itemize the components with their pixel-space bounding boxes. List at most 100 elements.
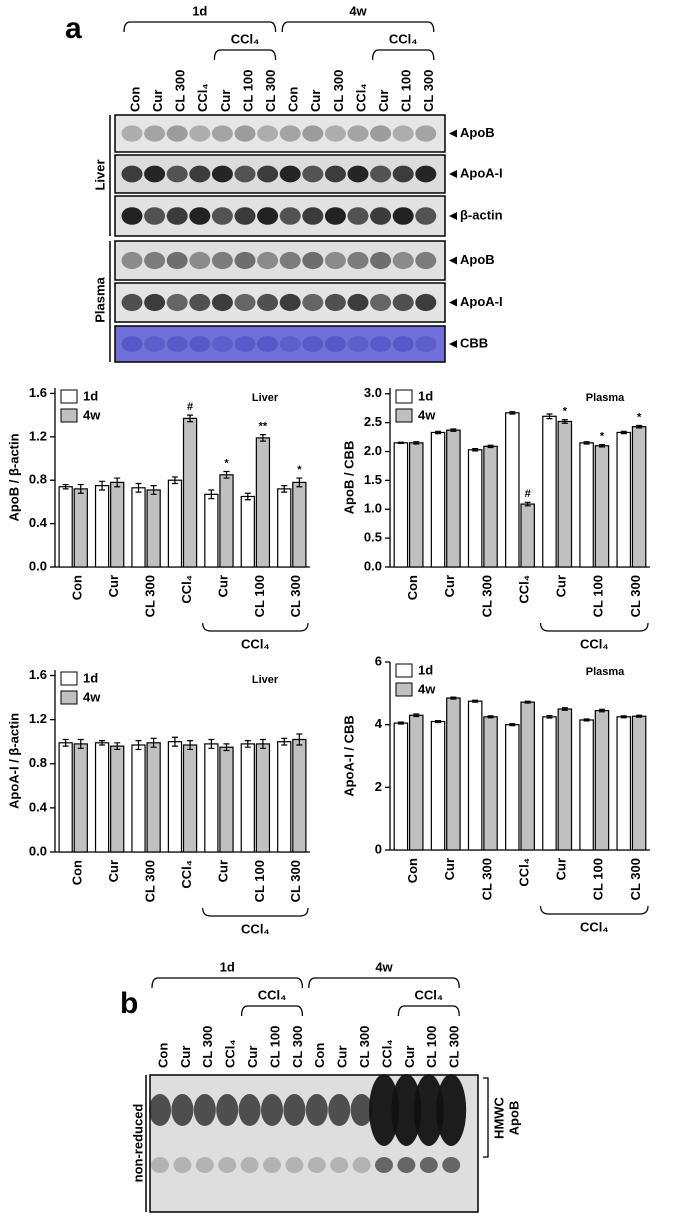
band: [193, 1094, 216, 1126]
error-bar: [450, 696, 457, 700]
lane-label: Cur: [245, 1046, 260, 1068]
band: [369, 1074, 399, 1146]
lane-label: CCl₄: [223, 1039, 238, 1068]
significance-label: **: [259, 421, 268, 433]
band: [347, 251, 369, 270]
band: [144, 125, 166, 142]
y-tick-label: 6: [375, 653, 382, 668]
y-axis-label: ApoB / CBB: [341, 441, 356, 515]
bar: [557, 420, 573, 568]
band: [216, 1094, 239, 1126]
band: [392, 207, 414, 225]
band: [144, 336, 166, 352]
band: [211, 293, 233, 312]
band: [166, 251, 188, 270]
group-label: CCl₄: [580, 636, 609, 651]
bar: [277, 488, 292, 568]
bar: [594, 709, 610, 851]
x-tick-label: Con: [405, 858, 420, 883]
x-tick-label: CCl₄: [516, 575, 531, 604]
lane-label: CL 300: [447, 1026, 462, 1068]
band: [330, 1157, 349, 1173]
lane-label: Con: [312, 1043, 327, 1068]
legend-swatch: [60, 671, 78, 686]
band: [166, 165, 188, 183]
band: [166, 293, 188, 312]
band-label: HMWC: [491, 1096, 506, 1138]
error-bar: [150, 737, 157, 748]
x-tick-label: Cur: [106, 575, 121, 597]
lane-label: CL 300: [173, 70, 188, 112]
bar: [131, 744, 146, 853]
error-bar: [114, 477, 121, 488]
band: [257, 207, 279, 225]
band: [279, 293, 301, 312]
bracket: [308, 977, 460, 989]
error-bar: [171, 476, 178, 485]
bar: [483, 716, 498, 851]
x-tick-label: CCl₄: [516, 858, 531, 887]
lane-label: Cur: [402, 1046, 417, 1068]
band: [347, 336, 369, 352]
band: [211, 165, 233, 183]
x-tick-label: Con: [405, 575, 420, 600]
group-label: 4w: [375, 959, 393, 974]
y-tick-label: 4: [375, 716, 383, 731]
band: [189, 125, 211, 142]
legend-label: 4w: [83, 689, 101, 704]
chart-title: Plasma: [586, 666, 625, 678]
band: [347, 165, 369, 183]
error-bar: [208, 738, 215, 749]
error-bar: [509, 411, 516, 415]
bar: [616, 431, 632, 568]
band: [234, 165, 256, 183]
bar: [616, 716, 632, 851]
error-bar: [413, 441, 420, 445]
error-bar: [114, 742, 121, 751]
y-tick-label: 0.5: [364, 530, 382, 545]
x-tick-label: CL 300: [288, 575, 303, 617]
error-bar: [150, 485, 157, 495]
band: [211, 125, 233, 142]
error-bar: [99, 739, 106, 746]
band: [419, 1157, 438, 1173]
error-bar: [281, 737, 288, 746]
legend-swatch: [395, 389, 413, 404]
x-tick-label: CL 100: [252, 860, 267, 902]
band: [415, 293, 437, 312]
error-bar: [397, 721, 404, 725]
legend-label: 1d: [418, 662, 433, 677]
group-bracket: [202, 907, 309, 917]
bar: [408, 714, 424, 851]
panel-label: a: [65, 12, 82, 45]
lane-label: CL 300: [357, 1026, 372, 1068]
error-bar: [561, 419, 568, 424]
bracket: [151, 977, 304, 989]
band: [234, 293, 256, 312]
x-tick-label: Cur: [554, 858, 569, 880]
band-bracket: [483, 1077, 489, 1158]
band-label: ApoB: [460, 125, 495, 140]
bar: [467, 449, 483, 568]
band: [392, 293, 414, 312]
band: [370, 336, 392, 352]
bar: [255, 437, 271, 568]
band: [257, 165, 279, 183]
group-label: 4w: [349, 3, 367, 18]
bar: [167, 741, 183, 853]
lane-label: Cur: [178, 1046, 193, 1068]
bar: [408, 442, 424, 568]
group-label: 1d: [192, 3, 207, 18]
bar: [73, 743, 88, 853]
lane-label: CL 100: [267, 1026, 282, 1068]
band: [144, 251, 166, 270]
error-bar: [620, 430, 627, 435]
band: [263, 1157, 281, 1173]
lane-label: CL 100: [399, 70, 414, 112]
bar: [58, 742, 73, 853]
band: [189, 165, 211, 183]
arrow: [449, 212, 457, 220]
band: [211, 251, 233, 270]
error-bar: [77, 483, 84, 494]
chart-title: Liver: [252, 674, 279, 686]
